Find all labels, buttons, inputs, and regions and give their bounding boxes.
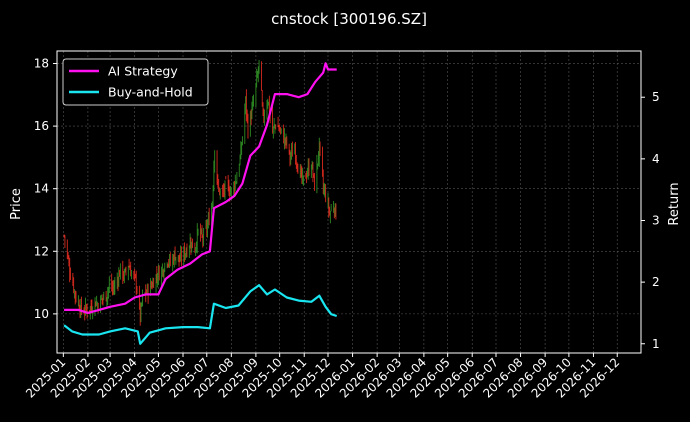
y-tick-label: 14 bbox=[34, 182, 49, 196]
y-tick-label: 16 bbox=[34, 119, 49, 133]
y-tick-label: 18 bbox=[34, 57, 49, 71]
y2-tick-label: 2 bbox=[652, 275, 660, 289]
y2-axis-title: Return bbox=[667, 182, 682, 225]
plot-area-frame bbox=[56, 50, 642, 354]
chart-title: cnstock [300196.SZ] bbox=[271, 10, 427, 28]
y-tick-label: 10 bbox=[34, 307, 49, 321]
legend-label-ai-strategy: AI Strategy bbox=[108, 64, 178, 79]
legend-label-buy-and-hold: Buy-and-Hold bbox=[108, 85, 193, 100]
y2-tick-label: 4 bbox=[652, 152, 660, 166]
y2-tick-label: 3 bbox=[652, 213, 660, 227]
candlestick-series bbox=[63, 59, 337, 326]
legend-box bbox=[62, 58, 209, 106]
legend: AI Strategy Buy-and-Hold bbox=[62, 58, 209, 106]
series-line-ai-strategy bbox=[64, 62, 337, 314]
series-line-buy-and-hold bbox=[63, 284, 338, 345]
y-axis-title: Price bbox=[9, 188, 24, 220]
y-tick-label: 12 bbox=[34, 244, 49, 258]
y2-tick-label: 1 bbox=[652, 337, 660, 351]
line-series-group bbox=[63, 62, 338, 345]
y2-tick-label: 5 bbox=[652, 90, 660, 104]
